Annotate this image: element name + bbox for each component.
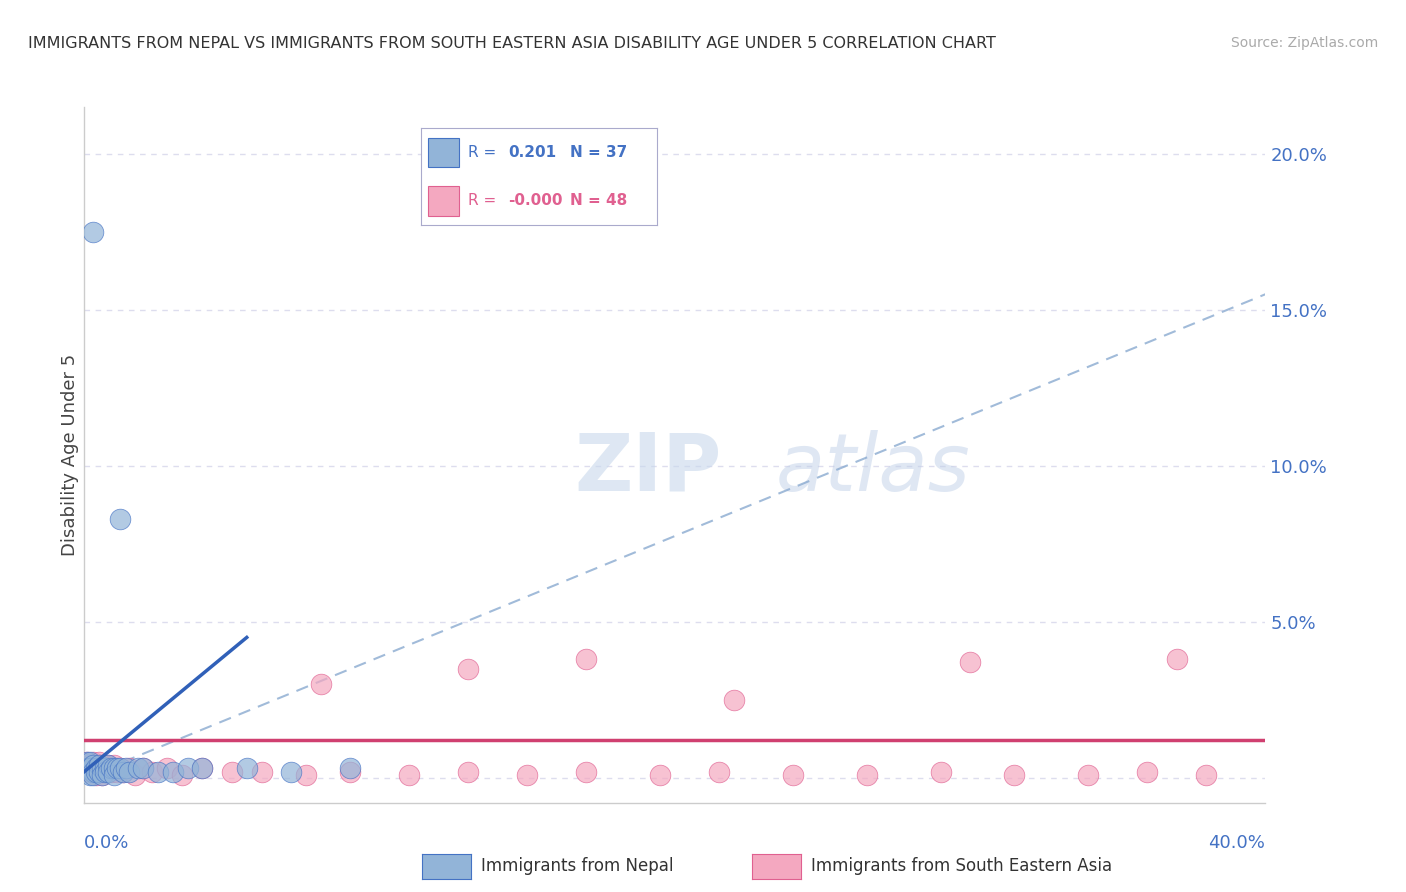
Point xyxy=(191,762,214,776)
Point xyxy=(650,768,672,782)
Point xyxy=(723,693,745,707)
Point xyxy=(124,768,146,782)
Text: Immigrants from Nepal: Immigrants from Nepal xyxy=(481,857,673,875)
Point xyxy=(709,764,731,779)
Point xyxy=(91,768,114,782)
Point xyxy=(516,768,538,782)
Point xyxy=(79,762,101,776)
Point xyxy=(132,762,155,776)
Point xyxy=(148,764,170,779)
Point xyxy=(141,764,163,779)
Point xyxy=(103,762,125,776)
Point xyxy=(114,762,136,776)
Text: IMMIGRANTS FROM NEPAL VS IMMIGRANTS FROM SOUTH EASTERN ASIA DISABILITY AGE UNDER: IMMIGRANTS FROM NEPAL VS IMMIGRANTS FROM… xyxy=(28,36,995,51)
Point xyxy=(105,764,128,779)
Point xyxy=(309,677,332,691)
Point xyxy=(87,756,111,770)
Point xyxy=(108,762,131,776)
Point xyxy=(959,656,981,670)
Point xyxy=(398,768,420,782)
Point xyxy=(91,768,114,782)
Point xyxy=(118,762,141,776)
Point xyxy=(118,764,141,779)
Point xyxy=(575,764,598,779)
Point xyxy=(79,764,101,779)
Point xyxy=(97,758,120,772)
Point xyxy=(79,756,101,770)
Y-axis label: Disability Age Under 5: Disability Age Under 5 xyxy=(62,354,80,556)
Point xyxy=(105,762,128,776)
Point xyxy=(156,762,179,776)
Point xyxy=(76,756,98,770)
Point xyxy=(575,652,598,666)
Point xyxy=(100,764,122,779)
Point xyxy=(82,764,104,779)
Point xyxy=(103,758,125,772)
Point xyxy=(82,756,104,770)
Point xyxy=(1077,768,1099,782)
Point xyxy=(295,768,318,782)
Point xyxy=(84,764,107,779)
Point xyxy=(84,768,107,782)
Point xyxy=(103,768,125,782)
Point xyxy=(94,762,117,776)
Point xyxy=(127,762,149,776)
Point xyxy=(177,762,200,776)
Point xyxy=(1136,764,1159,779)
Point xyxy=(280,764,302,779)
Point xyxy=(111,764,134,779)
Text: Source: ZipAtlas.com: Source: ZipAtlas.com xyxy=(1230,36,1378,50)
Text: 0.0%: 0.0% xyxy=(84,834,129,852)
Point xyxy=(84,762,107,776)
Point xyxy=(79,758,101,772)
Point xyxy=(91,758,114,772)
Point xyxy=(82,764,104,779)
Point xyxy=(929,764,952,779)
Text: 40.0%: 40.0% xyxy=(1209,834,1265,852)
Point xyxy=(111,764,134,779)
Point xyxy=(1195,768,1218,782)
Point xyxy=(97,758,120,772)
Point xyxy=(79,768,101,782)
Point xyxy=(250,764,273,779)
Point xyxy=(82,225,104,239)
Point xyxy=(170,768,193,782)
Point xyxy=(108,762,131,776)
Point xyxy=(221,764,243,779)
Point xyxy=(94,762,117,776)
Point xyxy=(1166,652,1188,666)
Point xyxy=(236,762,259,776)
Point xyxy=(84,758,107,772)
Point xyxy=(782,768,804,782)
Point xyxy=(108,512,131,526)
Point xyxy=(457,764,479,779)
Point xyxy=(339,762,361,776)
Point xyxy=(76,756,98,770)
Point xyxy=(162,764,184,779)
Point xyxy=(97,764,120,779)
Point xyxy=(82,758,104,772)
Point xyxy=(100,762,122,776)
Point xyxy=(856,768,879,782)
Point xyxy=(87,758,111,772)
Point xyxy=(76,762,98,776)
Point xyxy=(91,762,114,776)
Text: ZIP: ZIP xyxy=(575,430,721,508)
Point xyxy=(94,764,117,779)
Point xyxy=(457,662,479,676)
Point xyxy=(87,764,111,779)
Point xyxy=(132,762,155,776)
Point xyxy=(191,762,214,776)
Point xyxy=(1004,768,1026,782)
Point xyxy=(339,764,361,779)
Point xyxy=(87,764,111,779)
Point xyxy=(82,768,104,782)
Text: Immigrants from South Eastern Asia: Immigrants from South Eastern Asia xyxy=(811,857,1112,875)
Text: atlas: atlas xyxy=(775,430,970,508)
